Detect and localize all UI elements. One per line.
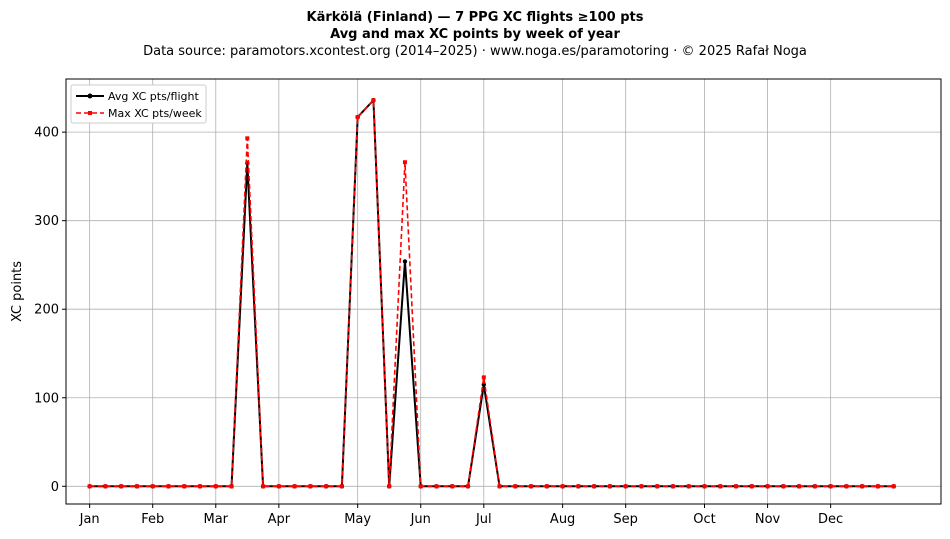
data-point-max bbox=[765, 484, 770, 489]
data-point-max bbox=[576, 484, 581, 489]
data-point-max bbox=[339, 484, 344, 489]
data-point-max bbox=[607, 484, 612, 489]
legend: Avg XC pts/flight Max XC pts/week bbox=[70, 84, 207, 124]
legend-label-max: Max XC pts/week bbox=[108, 107, 202, 120]
data-point-max bbox=[860, 484, 865, 489]
data-point-max bbox=[639, 484, 644, 489]
legend-box bbox=[70, 84, 207, 124]
data-point-max bbox=[544, 484, 549, 489]
data-point-max bbox=[481, 375, 486, 380]
plot-frame bbox=[65, 78, 942, 505]
data-point-max bbox=[355, 115, 360, 120]
data-point-max bbox=[150, 484, 155, 489]
series-lines bbox=[87, 98, 896, 489]
data-point-max bbox=[245, 136, 250, 141]
grid-lines bbox=[66, 79, 941, 504]
data-point-max bbox=[749, 484, 754, 489]
data-point-max bbox=[261, 484, 266, 489]
data-point-max bbox=[166, 484, 171, 489]
data-point-max bbox=[418, 484, 423, 489]
data-point-max bbox=[828, 484, 833, 489]
data-point-max bbox=[812, 484, 817, 489]
y-tick-label: 300 bbox=[34, 214, 59, 229]
data-point-max bbox=[434, 484, 439, 489]
data-point-max bbox=[276, 484, 281, 489]
data-point-max bbox=[592, 484, 597, 489]
data-point-max bbox=[702, 484, 707, 489]
x-tick-label: Apr bbox=[268, 512, 291, 527]
data-point-max bbox=[797, 484, 802, 489]
x-tick-label: May bbox=[344, 512, 371, 527]
data-point-max bbox=[119, 484, 124, 489]
data-point-max bbox=[402, 160, 407, 165]
x-tick-label: Nov bbox=[755, 512, 781, 527]
data-point-max bbox=[134, 484, 139, 489]
data-point-max bbox=[308, 484, 313, 489]
data-point-max bbox=[324, 484, 329, 489]
x-tick-label: Aug bbox=[550, 512, 575, 527]
x-tick-label: Sep bbox=[613, 512, 638, 527]
data-point-max bbox=[670, 484, 675, 489]
legend-marker-avg bbox=[87, 93, 93, 99]
chart-subtitle: Avg and max XC points by week of year bbox=[330, 27, 620, 42]
x-tick-label: Jun bbox=[410, 512, 431, 527]
data-point-max bbox=[718, 484, 723, 489]
data-point-max bbox=[87, 484, 92, 489]
data-point-max bbox=[655, 484, 660, 489]
y-tick-label: 400 bbox=[34, 126, 59, 141]
data-point-max bbox=[387, 484, 392, 489]
data-point-max bbox=[229, 484, 234, 489]
data-point-max bbox=[198, 484, 203, 489]
y-tick-label: 200 bbox=[34, 303, 59, 318]
data-point-max bbox=[623, 484, 628, 489]
x-tick-label: Mar bbox=[204, 512, 229, 527]
data-point-max bbox=[182, 484, 187, 489]
x-tick-label: Dec bbox=[818, 512, 843, 527]
data-point-max bbox=[371, 98, 376, 103]
data-point-max bbox=[529, 484, 534, 489]
series-line-max bbox=[89, 99, 894, 488]
data-point-max bbox=[686, 484, 691, 489]
chart-source-line: Data source: paramotors.xcontest.org (20… bbox=[143, 44, 807, 59]
data-point-max bbox=[213, 484, 218, 489]
chart-title: Kärkölä (Finland) — 7 PPG XC flights ≥10… bbox=[307, 10, 644, 25]
data-point-max bbox=[466, 484, 471, 489]
x-tick-label: Jan bbox=[79, 512, 100, 527]
data-point-avg bbox=[402, 259, 408, 264]
data-point-max bbox=[450, 484, 455, 489]
axis-ticks: 0 100 200 300 400 Jan Feb Mar Apr May Jun Jul Aug Sep… bbox=[34, 126, 843, 527]
data-point-max bbox=[734, 484, 739, 489]
legend-label-avg: Avg XC pts/flight bbox=[108, 90, 199, 103]
data-point-max bbox=[497, 484, 502, 489]
data-point-max bbox=[513, 484, 518, 489]
y-tick-label: 0 bbox=[51, 480, 59, 495]
data-point-max bbox=[292, 484, 297, 489]
legend-marker-max bbox=[88, 111, 92, 115]
y-axis-label: XC points bbox=[10, 261, 25, 322]
data-point-max bbox=[560, 484, 565, 489]
x-tick-label: Feb bbox=[141, 512, 164, 527]
data-point-max bbox=[875, 484, 880, 489]
x-tick-label: Jul bbox=[475, 512, 492, 527]
data-point-max bbox=[781, 484, 786, 489]
y-tick-label: 100 bbox=[34, 391, 59, 406]
data-point-max bbox=[891, 484, 896, 489]
x-tick-label: Oct bbox=[693, 512, 715, 527]
data-point-max bbox=[103, 484, 108, 489]
data-point-max bbox=[844, 484, 849, 489]
